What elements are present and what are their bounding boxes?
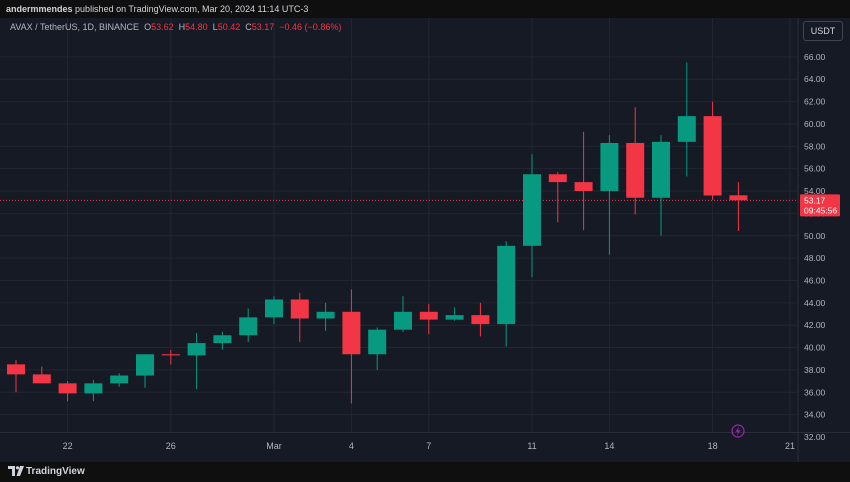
candles [7, 62, 748, 404]
high-value: 54.80 [185, 22, 208, 32]
candle-body [7, 364, 25, 375]
y-tick-label: 40.00 [804, 343, 826, 353]
candle-body [548, 174, 567, 183]
y-tick-label: 54.00 [804, 186, 826, 196]
candle-body [729, 195, 748, 201]
chart-area[interactable]: 32.00 34.00 36.00 38.00 40.00 42.00 44.00 46.00… [0, 18, 850, 462]
y-tick-label: 38.00 [804, 365, 826, 375]
high-label: H [178, 22, 186, 32]
open-value: 53.62 [151, 22, 174, 32]
candle-body [497, 245, 516, 325]
publish-header: andermmendes published on TradingView.co… [0, 0, 850, 18]
y-tick-label: 62.00 [804, 97, 826, 107]
candle-body [419, 311, 438, 320]
y-tick-label: 44.00 [804, 298, 826, 308]
y-tick-label: 46.00 [804, 275, 826, 285]
price-axis[interactable]: 32.00 34.00 36.00 38.00 40.00 42.00 44.00 46.00… [804, 52, 826, 442]
candle-body [110, 375, 129, 384]
x-tick-label: Mar [266, 441, 282, 451]
ohlc-legend: AVAX / TetherUS, 1D, BINANCE O53.62 H54.… [10, 22, 341, 32]
y-tick-label: 60.00 [804, 119, 826, 129]
y-tick-label: 42.00 [804, 320, 826, 330]
x-tick-label: 21 [785, 441, 795, 451]
publish-info: published on TradingView.com, Mar 20, 20… [75, 4, 309, 14]
candle-body [368, 329, 387, 355]
candle-body [265, 299, 283, 318]
candle-body [161, 354, 180, 356]
change-value: −0.46 (−0.86%) [279, 22, 342, 32]
candle-body [523, 174, 541, 246]
symbol-label[interactable]: AVAX / TetherUS, 1D, BINANCE [10, 22, 140, 32]
candle-body [84, 383, 103, 394]
candle-body [136, 354, 154, 376]
x-tick-label: 26 [166, 441, 176, 451]
candle-body [316, 311, 335, 319]
tradingview-logo-icon [8, 466, 24, 476]
candle-body [239, 317, 258, 336]
candle-body [652, 141, 670, 198]
x-tick-label: 22 [63, 441, 73, 451]
candle-body [677, 116, 696, 142]
candle-body [445, 315, 464, 320]
candle-body [471, 315, 490, 325]
y-tick-label: 32.00 [804, 432, 826, 442]
x-tick-label: 18 [708, 441, 718, 451]
price-tag-box [800, 194, 840, 217]
candle-body [342, 311, 361, 355]
y-tick-label: 36.00 [804, 387, 826, 397]
x-tick-label: 14 [604, 441, 614, 451]
footer: TradingView [0, 462, 850, 482]
close-value: 53.17 [251, 22, 275, 32]
candle-body [290, 299, 309, 319]
candle-body [600, 142, 619, 192]
candle-body [58, 383, 77, 394]
candle-body [574, 182, 593, 192]
author-name[interactable]: andermmendes [6, 4, 73, 14]
y-tick-label: 34.00 [804, 410, 826, 420]
y-tick-label: 56.00 [804, 164, 826, 174]
candle-body [32, 374, 51, 384]
x-tick-label: 7 [426, 441, 431, 451]
low-value: 50.42 [217, 22, 241, 32]
grid-lines [0, 18, 850, 462]
candle-body [187, 343, 206, 356]
price-tag-value: 53.17 [804, 195, 826, 205]
flash-icon[interactable] [731, 424, 745, 438]
y-tick-label: 48.00 [804, 253, 826, 263]
candle-body [626, 142, 645, 198]
candlestick-chart[interactable]: 32.00 34.00 36.00 38.00 40.00 42.00 44.00 46.00… [0, 18, 850, 462]
price-tag-countdown: 09:45:56 [804, 205, 837, 215]
tradingview-brand[interactable]: TradingView [26, 466, 85, 477]
y-tick-label: 50.00 [804, 231, 826, 241]
x-tick-label: 4 [349, 441, 354, 451]
open-label: O [144, 22, 152, 32]
time-axis[interactable]: 22 26 Mar 4 7 11 14 18 21 [63, 441, 795, 451]
y-tick-label: 58.00 [804, 141, 826, 151]
flash-icon-bolt [735, 426, 741, 436]
y-tick-label: 64.00 [804, 74, 826, 84]
candle-body [394, 311, 412, 330]
candle-body [213, 335, 232, 344]
low-label: L [212, 22, 218, 32]
close-label: C [245, 22, 252, 32]
currency-button[interactable]: USDT [803, 21, 843, 41]
x-tick-label: 11 [527, 441, 536, 451]
y-tick-label: 66.00 [804, 52, 826, 62]
flash-icon-ring [731, 424, 745, 438]
candle-body [703, 116, 722, 196]
